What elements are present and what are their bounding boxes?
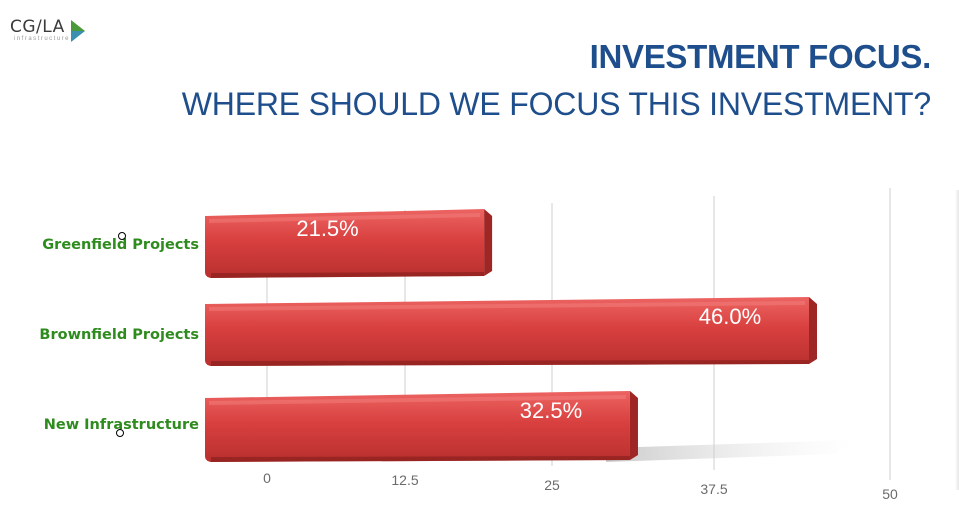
page-subtitle: WHERE SHOULD WE FOCUS THIS INVESTMENT? [181,86,931,122]
x-tick-label: 0 [263,470,271,486]
logo-subtext: infrastructure [14,36,71,42]
marker-circle [116,429,124,437]
logo-text: CG/LA [10,17,65,37]
category-label-greenfield: Greenfield Projects [42,237,199,253]
bar-1 [205,209,493,278]
page-title: INVESTMENT FOCUS. [589,38,932,75]
x-tick-label: 37.5 [700,481,727,497]
bar-value-label: 21.5% [296,216,358,241]
slide-edge-shadow [955,190,959,490]
x-tick-label: 12.5 [391,472,418,488]
logo: CG/LA infrastructure [10,17,86,43]
bar-3 [205,391,638,462]
bar-shadow [605,440,856,462]
category-label-new-infrastructure: New Infrastructure [43,417,199,433]
category-label-brownfield: Brownfield Projects [39,327,199,343]
x-tick-label: 25 [544,477,560,493]
logo-chevron-icon [71,20,86,42]
bar-value-label: 32.5% [520,398,582,423]
bar-value-label: 46.0% [699,304,761,329]
bar-2 [205,297,817,366]
marker-circle [118,232,126,240]
x-tick-label: 50 [882,486,898,502]
